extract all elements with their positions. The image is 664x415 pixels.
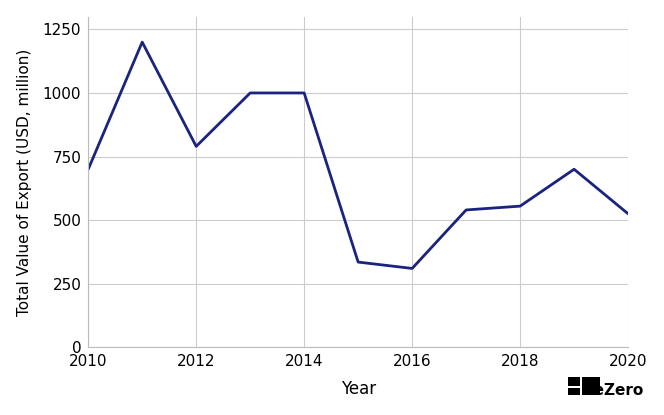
X-axis label: Year: Year	[341, 380, 376, 398]
Y-axis label: Total Value of Export (USD, million): Total Value of Export (USD, million)	[17, 48, 32, 315]
Text: BeZero: BeZero	[583, 383, 644, 398]
